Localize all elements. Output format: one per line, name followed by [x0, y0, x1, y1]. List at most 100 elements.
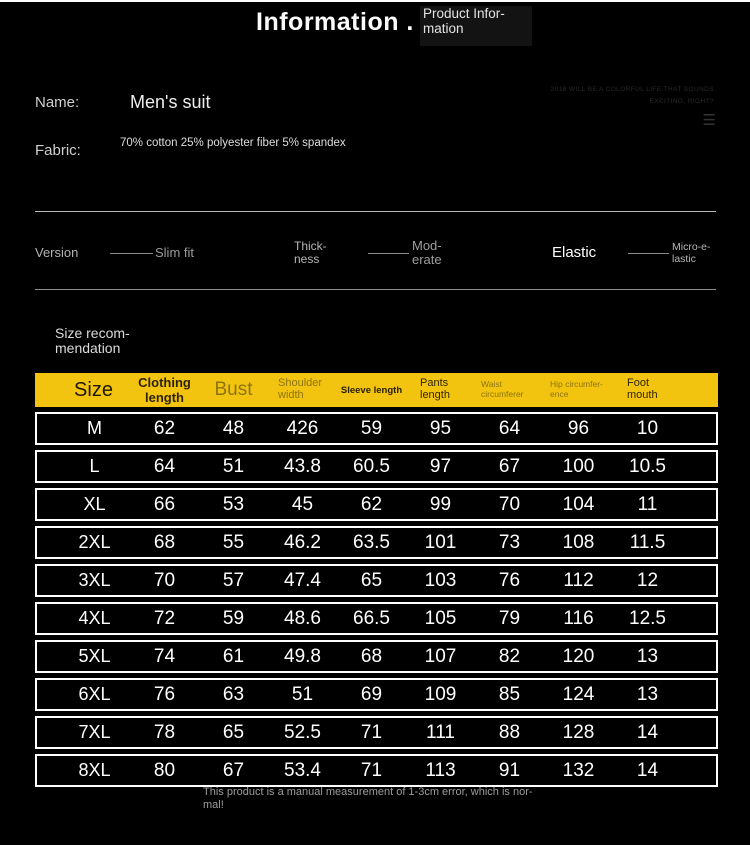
value-cell: 48.6	[284, 607, 321, 629]
divider-bottom	[35, 289, 716, 290]
value-cell: 46.2	[284, 531, 321, 553]
table-row: 2XL 68 55 46.2 63.5 101 73 108 11.5	[35, 526, 718, 559]
menu-icon: ☰	[702, 112, 716, 129]
watermark-line2: EXCITING, RIGHT?	[649, 98, 714, 106]
thickness-value: Mod- erate	[412, 239, 442, 266]
subtitle-backdrop	[420, 6, 532, 46]
value-cell: 82	[498, 645, 521, 667]
table-row: 4XL 72 59 48.6 66.5 105 79 116 12.5	[35, 602, 718, 635]
value-cell: 71	[360, 721, 383, 743]
value-cell: 62	[360, 493, 383, 515]
value-cell: 13	[636, 645, 659, 667]
value-cell: 66	[153, 493, 176, 515]
watermark-text: 2018 WILL BE A COLORFUL LIFE THAT SOUNDS…	[494, 84, 714, 109]
size-cell: M	[87, 418, 102, 438]
divider-top	[35, 211, 716, 212]
value-cell: 80	[153, 759, 176, 781]
value-cell: 65	[360, 569, 383, 591]
value-cell: 112	[563, 569, 594, 591]
value-cell: 43.8	[284, 455, 321, 477]
value-cell: 11	[637, 493, 658, 515]
value-cell: 52.5	[284, 721, 321, 743]
value-cell: 95	[429, 417, 452, 439]
value-cell: 51	[222, 455, 245, 477]
table-row: L 64 51 43.8 60.5 97 67 100 10.5	[35, 450, 718, 483]
col-header-foot-mouth: Foot mouth	[627, 377, 658, 401]
value-cell: 108	[562, 531, 595, 553]
value-cell: 51	[291, 683, 314, 705]
measurement-note-line1: This product is a manual measurement of …	[203, 786, 533, 798]
value-cell: 85	[498, 683, 521, 705]
table-row: 7XL 78 65 52.5 71 111 88 128 14	[35, 716, 718, 749]
value-cell: 53.4	[284, 759, 321, 781]
value-cell: 69	[360, 683, 383, 705]
size-recommendation-heading: Size recom- mendation	[55, 326, 130, 356]
value-cell: 61	[222, 645, 245, 667]
value-cell: 67	[222, 759, 245, 781]
table-row: 5XL 74 61 49.8 68 107 82 120 13	[35, 640, 718, 673]
value-cell: 111	[426, 721, 455, 743]
value-cell: 12	[636, 569, 659, 591]
dash-line-1	[110, 253, 153, 254]
col-header-sleeve-length: Sleeve length	[340, 384, 403, 396]
value-cell: 70	[498, 493, 521, 515]
value-cell: 47.4	[284, 569, 321, 591]
value-cell: 63	[222, 683, 245, 705]
table-row: 6XL 76 63 51 69 109 85 124 13	[35, 678, 718, 711]
table-row: XL 66 53 45 62 99 70 104 11	[35, 488, 718, 521]
dash-line-2	[368, 253, 409, 254]
value-cell: 120	[562, 645, 595, 667]
value-cell: 109	[424, 683, 457, 705]
value-cell: 66.5	[353, 607, 390, 629]
value-cell: 68	[153, 531, 176, 553]
value-cell: 70	[153, 569, 176, 591]
value-cell: 67	[498, 455, 521, 477]
size-cell: 2XL	[78, 532, 111, 552]
table-row: 3XL 70 57 47.4 65 103 76 112 12	[35, 564, 718, 597]
value-cell: 64	[153, 455, 176, 477]
value-cell: 132	[562, 759, 595, 781]
size-table: Size Clothing length Bust Shoulder width Slee…	[35, 373, 718, 787]
value-cell: 116	[563, 607, 594, 629]
col-header-size: Size	[74, 378, 113, 401]
value-cell: 88	[498, 721, 521, 743]
value-cell: 124	[562, 683, 595, 705]
size-cell: XL	[83, 494, 106, 514]
size-table-header: Size Clothing length Bust Shoulder width Slee…	[35, 373, 718, 407]
value-cell: 72	[153, 607, 176, 629]
size-table-body: M 62 48 426 59 95 64 96 10 L 64 51 43.8 60.5 97 67 100 10…	[35, 412, 718, 787]
col-header-pants-length: Pants length	[420, 377, 450, 401]
col-header-hip-circumfer-ence: Hip circumfer-ence	[550, 379, 603, 399]
value-cell: 45	[291, 493, 314, 515]
table-row: 8XL 80 67 53.4 71 113 91 132 14	[35, 754, 718, 787]
fabric-value: 70% cotton 25% polyester fiber 5% spande…	[120, 137, 346, 149]
value-cell: 73	[498, 531, 521, 553]
value-cell: 99	[429, 493, 452, 515]
thickness-label: Thick- ness	[294, 240, 327, 265]
value-cell: 63.5	[353, 531, 390, 553]
col-header-bust: Bust	[214, 379, 253, 400]
top-edge-line	[0, 0, 750, 2]
col-header-waist-circumferer: Waist circumferer	[481, 379, 524, 399]
page-subtitle-line1: Product Infor-	[423, 6, 505, 21]
size-cell: 7XL	[78, 722, 111, 742]
value-cell: 78	[153, 721, 176, 743]
thickness-value-line2: erate	[412, 251, 442, 267]
elastic-value: Micro-e- lastic	[672, 241, 711, 265]
value-cell: 12.5	[629, 607, 666, 629]
value-cell: 128	[562, 721, 595, 743]
measurement-note-line2: mal!	[203, 799, 224, 812]
size-cell: 5XL	[78, 646, 111, 666]
value-cell: 13	[636, 683, 659, 705]
value-cell: 11.5	[629, 531, 666, 553]
value-cell: 49.8	[284, 645, 321, 667]
elastic-value-line1: Micro-e-	[672, 241, 711, 253]
value-cell: 60.5	[353, 455, 390, 477]
version-label: Version	[35, 245, 79, 260]
value-cell: 101	[424, 531, 457, 553]
value-cell: 57	[222, 569, 245, 591]
value-cell: 74	[153, 645, 176, 667]
thickness-line1: Thick-	[294, 239, 327, 253]
size-heading-line2: mendation	[55, 339, 121, 356]
